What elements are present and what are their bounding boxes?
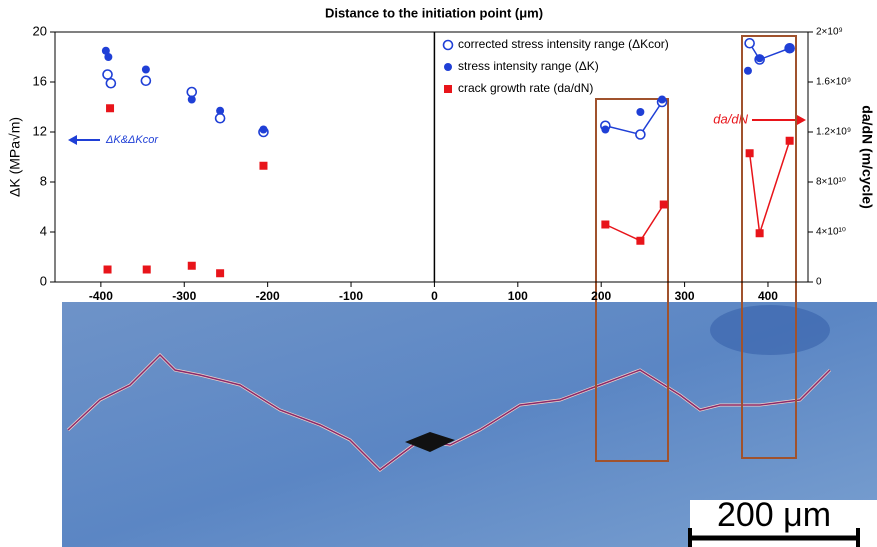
annotation-arrow bbox=[68, 135, 77, 145]
data-point bbox=[786, 137, 794, 145]
data-point bbox=[141, 76, 150, 85]
series-line bbox=[605, 205, 663, 241]
x-tick-label: 300 bbox=[675, 289, 695, 303]
y-tick-label: 8 bbox=[40, 173, 47, 188]
legend-label: stress intensity range (ΔK) bbox=[458, 59, 599, 73]
data-point bbox=[106, 104, 114, 112]
data-point bbox=[660, 201, 668, 209]
figure: Distance to the initiation point (μm) ΔK… bbox=[0, 0, 877, 547]
data-point bbox=[259, 126, 267, 134]
data-point bbox=[756, 229, 764, 237]
data-point bbox=[104, 53, 112, 61]
x-tick-label: 100 bbox=[508, 289, 528, 303]
data-point bbox=[658, 96, 666, 104]
y-tick-label: 20 bbox=[33, 23, 47, 38]
data-point bbox=[188, 96, 196, 104]
annotation: da/dN bbox=[713, 111, 748, 126]
data-point bbox=[746, 149, 754, 157]
y-axis-title: ΔK (MPa√m) bbox=[7, 117, 23, 197]
x-tick-label: 0 bbox=[431, 289, 438, 303]
data-point bbox=[636, 130, 645, 139]
data-point bbox=[106, 79, 115, 88]
y2-tick-label: 2×10⁹ bbox=[816, 27, 843, 38]
y2-axis-title: da/dN (m/cycle) bbox=[859, 105, 875, 208]
y2-tick-label: 4×10¹⁰ bbox=[816, 227, 846, 238]
y2-tick-label: 1.2×10⁹ bbox=[816, 127, 851, 138]
scale-bar-label: 200 μm bbox=[717, 496, 831, 534]
data-point bbox=[103, 70, 112, 79]
data-point bbox=[188, 262, 196, 270]
plot-frame bbox=[55, 32, 808, 282]
annotation-arrow bbox=[797, 115, 806, 125]
annotation: ΔK&ΔKcor bbox=[105, 134, 159, 146]
legend-label: crack growth rate (da/dN) bbox=[458, 81, 593, 95]
legend-marker bbox=[444, 63, 452, 71]
data-point bbox=[601, 126, 609, 134]
x-tick-label: -300 bbox=[172, 289, 196, 303]
data-point bbox=[143, 266, 151, 274]
data-point bbox=[601, 221, 609, 229]
data-point bbox=[636, 108, 644, 116]
x-tick-label: -100 bbox=[339, 289, 363, 303]
y2-tick-label: 1.6×10⁹ bbox=[816, 77, 851, 88]
data-point bbox=[216, 269, 224, 277]
legend-marker bbox=[444, 85, 452, 93]
legend-label: corrected stress intensity range (ΔKcor) bbox=[458, 37, 669, 51]
series-line bbox=[605, 102, 662, 135]
data-point bbox=[142, 66, 150, 74]
data-point bbox=[786, 44, 794, 52]
data-point bbox=[216, 107, 224, 115]
y-tick-label: 16 bbox=[33, 73, 47, 88]
data-point bbox=[216, 114, 225, 123]
x-tick-label: -200 bbox=[256, 289, 280, 303]
data-point bbox=[104, 266, 112, 274]
data-point bbox=[259, 162, 267, 170]
y-tick-label: 0 bbox=[40, 273, 47, 288]
data-point bbox=[745, 39, 754, 48]
y2-tick-label: 8×10¹⁰ bbox=[816, 177, 846, 188]
data-point bbox=[636, 237, 644, 245]
legend-marker bbox=[444, 41, 453, 50]
y-tick-label: 12 bbox=[33, 123, 47, 138]
series-line bbox=[750, 141, 790, 234]
data-point bbox=[187, 88, 196, 97]
data-point bbox=[744, 67, 752, 75]
x-tick-label: 400 bbox=[758, 289, 778, 303]
y-tick-label: 4 bbox=[40, 223, 47, 238]
x-tick-label: 200 bbox=[591, 289, 611, 303]
data-point bbox=[756, 54, 764, 62]
x-tick-label: -400 bbox=[89, 289, 113, 303]
chart-title: Distance to the initiation point (μm) bbox=[325, 5, 543, 20]
y2-tick-label: 0 bbox=[816, 277, 822, 288]
